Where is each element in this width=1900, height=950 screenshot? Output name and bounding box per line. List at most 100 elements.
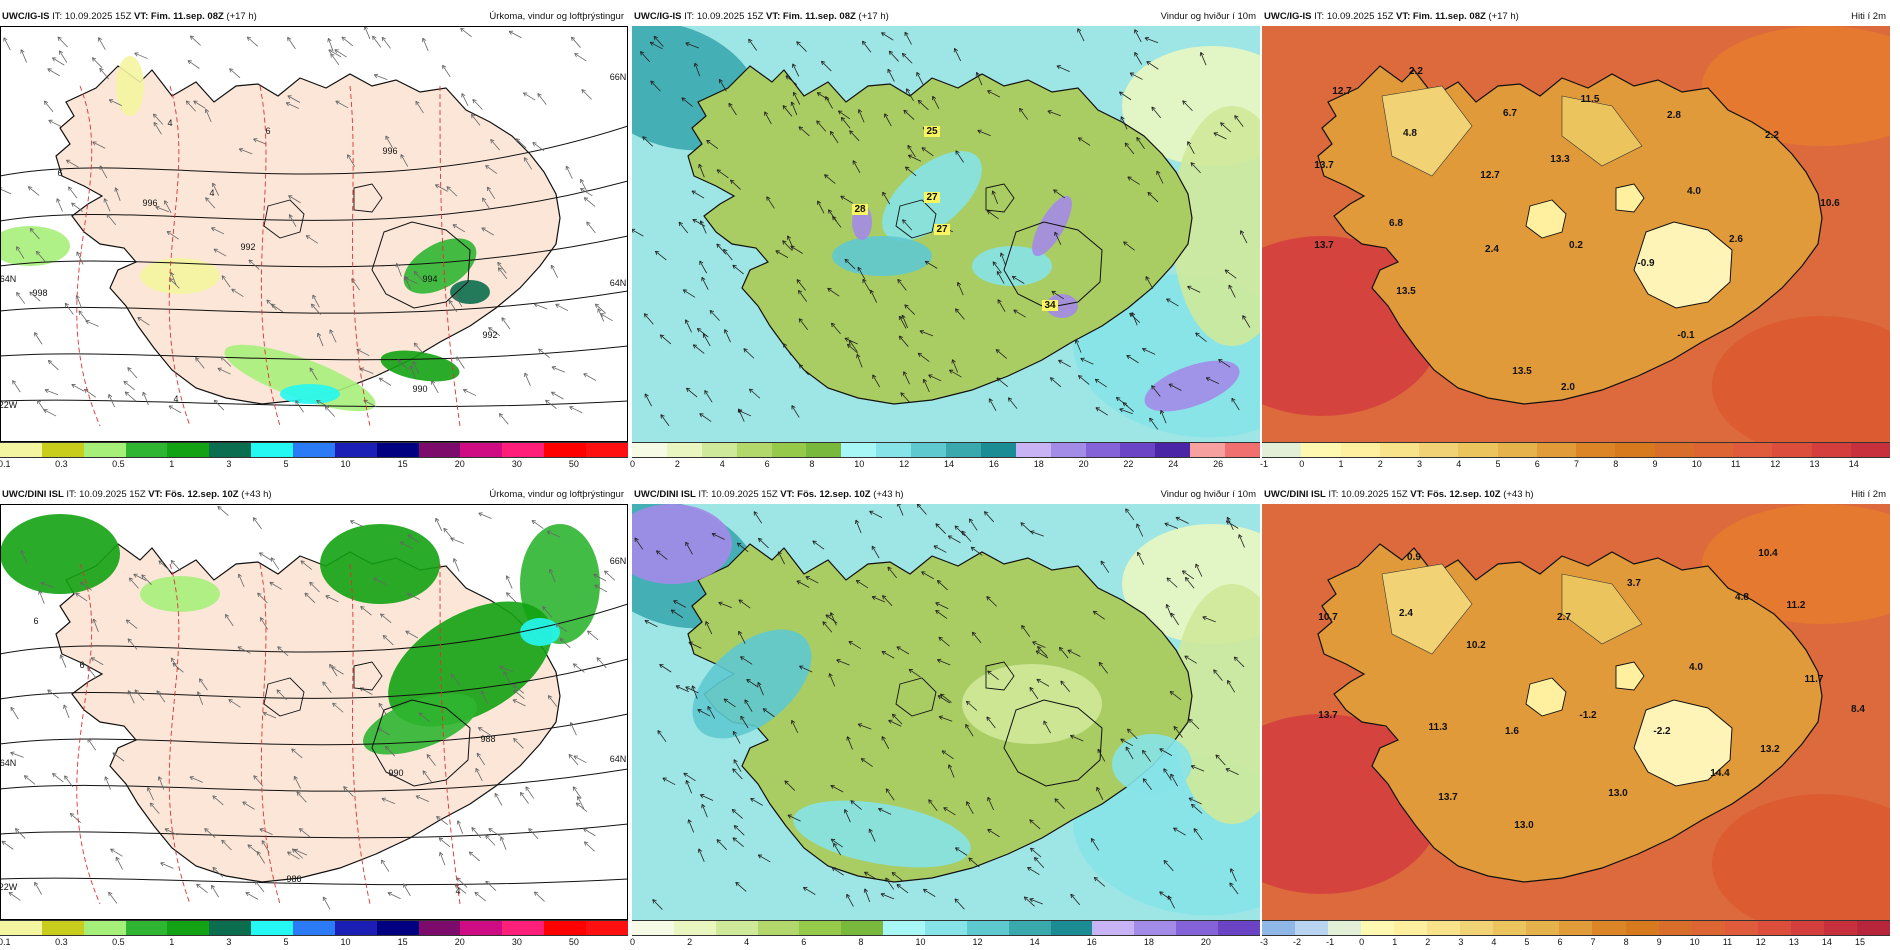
map-value-label: 66N: [610, 72, 627, 82]
colorbar-swatch: [1559, 921, 1593, 935]
glacier-outline: [1615, 661, 1645, 691]
colorbar-swatch: [83, 443, 126, 457]
map-area: 12.7 2.2 4.8 6.7 11.5 2.8 2.2 13.7 12.7 13.3 4.0 10…: [1262, 26, 1890, 442]
colorbar-swatch: [1536, 443, 1576, 457]
glacier-outline: [1525, 199, 1567, 239]
lead-time: (+43 h): [241, 489, 272, 500]
colorbar-swatch: [1419, 443, 1459, 457]
colorbar-tick-label: 20: [454, 459, 465, 469]
colorbar-swatch: [125, 921, 168, 935]
colorbar-swatch: [334, 921, 377, 935]
colorbar-tick-label: 5: [1524, 937, 1530, 947]
map-value-label: 13.0: [1608, 788, 1628, 799]
colorbar-swatch: [1592, 921, 1626, 935]
map-value-label: 66N: [610, 556, 627, 566]
colorbar-swatches: [1262, 442, 1890, 458]
colorbar-tick-label: 1: [1392, 937, 1398, 947]
map-value-label: 6.8: [1389, 218, 1403, 229]
map-value-label: 25: [926, 126, 938, 137]
colorbar-swatch: [376, 443, 419, 457]
map-value-label: 13.3: [1550, 154, 1570, 165]
colorbar-swatch: [841, 443, 877, 457]
colorbar-swatches: [0, 920, 628, 936]
colorbar-swatch: [1658, 921, 1692, 935]
glacier-outline: [263, 199, 305, 239]
lead-time: (+43 h): [1503, 489, 1534, 500]
map-value-label: 11.7: [1805, 674, 1824, 685]
colorbar-tick-label: 20: [1200, 937, 1211, 947]
colorbar-swatch: [946, 443, 981, 457]
colorbar-ticks: 0 2 4 6 8 10 12 14 16 18 20: [630, 937, 1260, 948]
map-value-label: 14.4: [1710, 768, 1730, 779]
lead-time: (+17 h): [226, 11, 257, 22]
init-time: 10.09.2025 15Z: [64, 11, 132, 22]
colorbar-tick-label: 12: [972, 937, 983, 947]
map-value-label: 0.2: [1569, 240, 1583, 251]
colorbar-tick-label: 16: [1086, 937, 1097, 947]
map-value-label: 2.8: [1667, 110, 1681, 121]
colorbar-swatch: [0, 921, 42, 935]
colorbar-tick-label: 22: [1123, 459, 1134, 469]
map-value-label: 2.2: [1765, 130, 1779, 141]
panel-header: UWC/IG-IS IT: 10.09.2025 15Z VT: Fim. 11…: [632, 10, 1260, 24]
colorbar-swatch: [1526, 921, 1560, 935]
colorbar-swatch: [460, 921, 503, 935]
map-value-label: 992: [482, 330, 497, 340]
init-time: 10.09.2025 15Z: [1341, 489, 1408, 500]
colorbar-tick-label: 9: [1656, 937, 1662, 947]
map-value-label: 2.7: [1557, 612, 1571, 623]
colorbar-tick-label: -1: [1260, 459, 1269, 469]
colorbar-swatch: [1654, 443, 1694, 457]
map-value-label: -0.1: [1677, 330, 1695, 341]
map-value-label: 10.7: [1318, 612, 1338, 623]
colorbar-swatch: [632, 921, 674, 935]
colorbar-swatches: [632, 920, 1260, 936]
colorbar-tick-label: 14: [1848, 459, 1859, 469]
colorbar-tick-label: 50: [568, 937, 579, 947]
valid-label: VT:: [1410, 489, 1425, 500]
map-value-label: 996: [142, 198, 157, 208]
colorbar-swatch: [1394, 921, 1428, 935]
colorbar-swatch: [544, 921, 587, 935]
map-value-label: 2.6: [1729, 234, 1743, 245]
map-value-label: 986: [286, 874, 301, 884]
colorbar-tick-label: 15: [1854, 937, 1865, 947]
colorbar-swatch: [1361, 921, 1395, 935]
lead-time: (+17 h): [1488, 11, 1519, 22]
panel-title: Hiti í 2m: [1851, 11, 1886, 22]
map-panel-precip-bottom: UWC/DINI ISL IT: 10.09.2025 15Z VT: Fös.…: [0, 488, 628, 948]
map-panel-wind-bottom: UWC/DINI ISL IT: 10.09.2025 15Z VT: Fös.…: [630, 488, 1260, 948]
colorbar-tick-label: 10: [340, 937, 351, 947]
model-name: UWC/IG-IS: [2, 11, 50, 22]
valid-time: Fim. 11.sep. 08Z: [150, 11, 224, 22]
map-value-label: 2.4: [1485, 244, 1499, 255]
colorbar-tick-label: 18: [1033, 459, 1044, 469]
glacier-outline: [371, 699, 471, 787]
map-value-label: 4: [455, 886, 460, 896]
colorbar-swatch: [1120, 443, 1156, 457]
wind-arrows: [0, 26, 613, 425]
colorbar-tick-label: 4: [1456, 459, 1462, 469]
model-name: UWC/IG-IS: [634, 11, 682, 22]
map-value-label: 6: [33, 616, 38, 626]
map-value-label: 13.0: [1514, 820, 1534, 831]
map-value-label: -0.9: [1637, 258, 1655, 269]
init-time: 10.09.2025 15Z: [1326, 11, 1394, 22]
map-value-label: 0.9: [1407, 552, 1421, 563]
map-value-label: 8.4: [1851, 704, 1865, 715]
colorbar-tick-label: 3: [1417, 459, 1423, 469]
map-panel-precip-top: UWC/IG-IS IT: 10.09.2025 15Z VT: Fim. 11…: [0, 10, 628, 470]
colorbar-swatch: [1458, 443, 1498, 457]
glacier-outline: [985, 183, 1015, 213]
colorbar-swatches: [632, 442, 1261, 458]
colorbar-tick-label: 0.5: [112, 459, 125, 469]
colorbar-swatch: [715, 921, 758, 935]
westfjords-highland: [1381, 85, 1473, 177]
north-highland: [1561, 573, 1643, 645]
colorbar-tick-label: 0: [630, 937, 636, 947]
valid-label: VT:: [1396, 11, 1411, 22]
map-value-label: 13.2: [1760, 744, 1780, 755]
colorbar-swatch: [1724, 921, 1758, 935]
colorbar-tick-label: 10: [854, 459, 865, 469]
valid-time: Fim. 11.sep. 08Z: [782, 11, 856, 22]
